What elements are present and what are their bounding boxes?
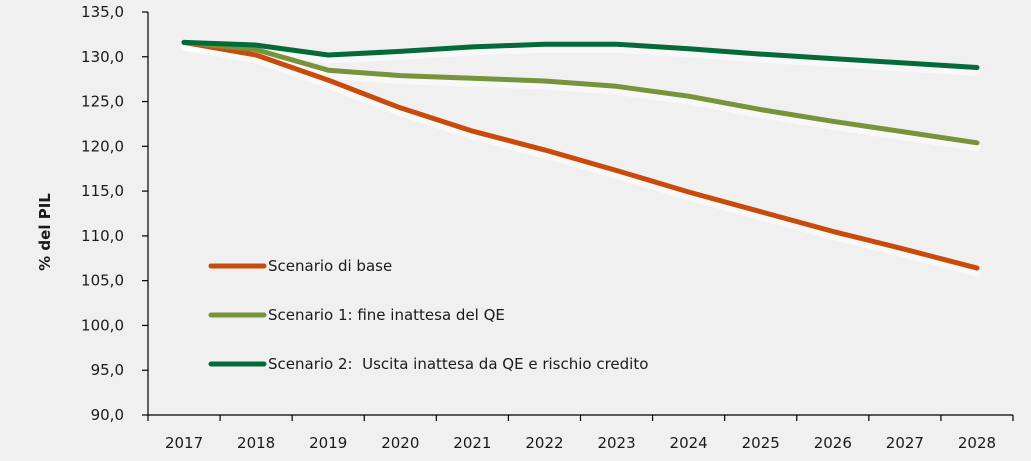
- y-tick-label: 120,0: [81, 137, 124, 155]
- series-line-2: [181, 39, 980, 70]
- y-tick-label: 95,0: [91, 361, 124, 379]
- legend: Scenario di base Scenario 1: fine inattes…: [208, 257, 648, 373]
- series-shadow: [180, 43, 981, 152]
- legend-label: Scenario 1: fine inattesa del QE: [268, 306, 505, 324]
- x-tick-label: 2018: [237, 434, 275, 452]
- legend-label: Scenario di base: [268, 257, 392, 275]
- y-tick-label: 135,0: [81, 3, 124, 21]
- series-shadow: [180, 43, 981, 76]
- x-tick-label: 2023: [597, 434, 635, 452]
- series-group: [181, 39, 980, 271]
- x-tick-label: 2026: [814, 434, 852, 452]
- y-tick-label: 110,0: [81, 227, 124, 245]
- y-tick-label: 90,0: [91, 406, 124, 424]
- x-tick-label: 2025: [742, 434, 780, 452]
- x-tick-label: 2022: [525, 434, 563, 452]
- x-tick-label: 2019: [309, 434, 347, 452]
- series-line-0: [181, 39, 980, 271]
- y-tick-label: 130,0: [81, 48, 124, 66]
- x-tick-label: 2020: [381, 434, 419, 452]
- y-tick-label: 125,0: [81, 93, 124, 111]
- legend-label: Scenario 2: Uscita inattesa da QE e risc…: [268, 355, 648, 373]
- series-shadows: [180, 43, 981, 277]
- series-shadow: [180, 43, 981, 277]
- x-tick-label: 2021: [453, 434, 491, 452]
- x-tick-label: 2017: [165, 434, 203, 452]
- x-tick-label: 2024: [670, 434, 708, 452]
- axes: 90,0 95,0 100,0 105,0 110,0 115,0 120,0 125,0 13…: [81, 3, 1014, 452]
- series-line-1: [181, 39, 980, 146]
- y-tick-label: 115,0: [81, 182, 124, 200]
- y-tick-label: 105,0: [81, 272, 124, 290]
- y-tick-label: 100,0: [81, 316, 124, 334]
- x-tick-label: 2028: [958, 434, 996, 452]
- x-tick-label: 2027: [886, 434, 924, 452]
- y-axis-title: % del PIL: [36, 193, 54, 271]
